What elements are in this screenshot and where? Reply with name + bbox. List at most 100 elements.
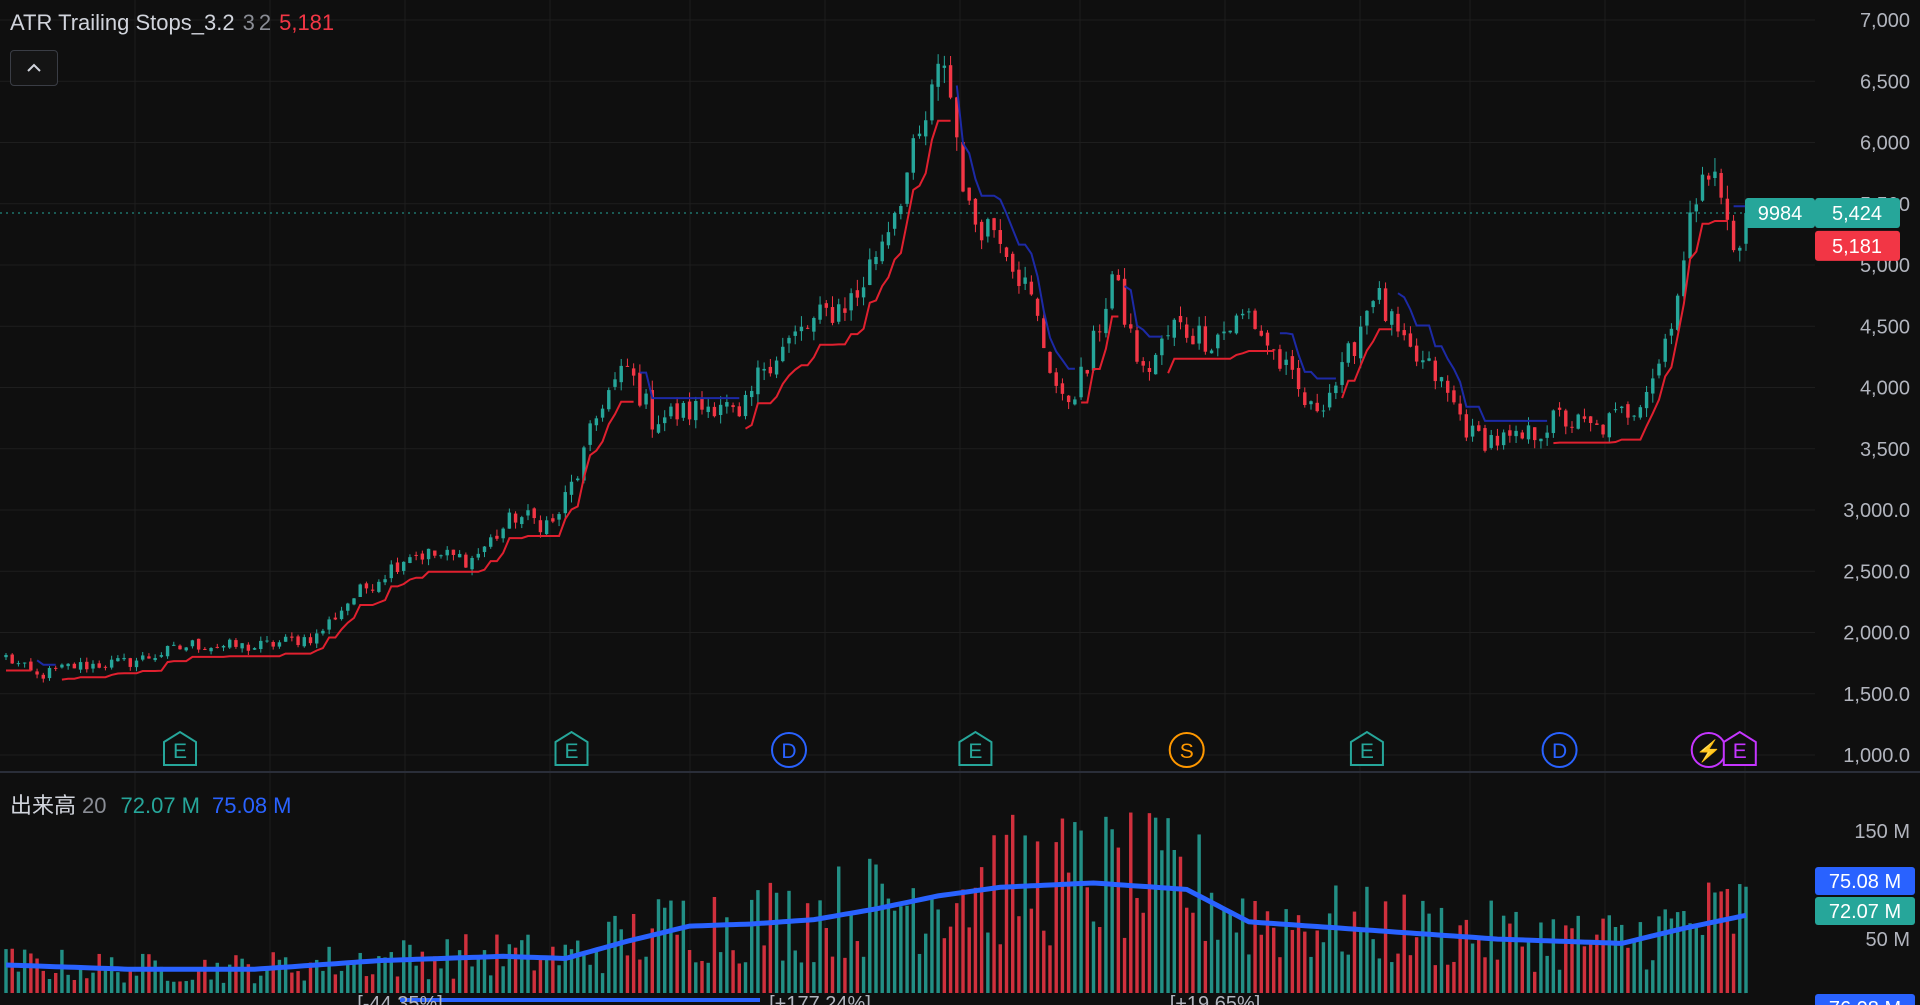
candle	[706, 397, 710, 418]
volume-bar	[1203, 940, 1208, 993]
volume-bar	[1719, 891, 1723, 993]
candle	[1334, 381, 1338, 400]
volume-bar	[1533, 971, 1537, 993]
candle	[731, 402, 735, 413]
price-tick-label: 7,000	[1860, 10, 1910, 32]
candle	[1539, 438, 1543, 449]
event-marker-E[interactable]: E	[958, 730, 993, 766]
candle	[116, 655, 120, 662]
candle	[234, 638, 238, 649]
volume-bar	[1011, 814, 1015, 993]
volume-bar	[1309, 956, 1313, 993]
volume-tick-label: 150 M	[1854, 821, 1910, 843]
volume-bar	[1495, 959, 1500, 993]
volume-bar	[1725, 888, 1730, 993]
price-tick-label: 4,500	[1860, 316, 1910, 338]
candle	[501, 527, 505, 543]
volume-bar	[638, 959, 642, 993]
event-marker-E[interactable]: E	[1722, 730, 1757, 766]
candle	[308, 633, 313, 646]
price-axis[interactable]: 7,0006,5006,0005,5005,0004,5004,0003,500…	[1843, 10, 1910, 767]
volume-bar	[383, 957, 387, 993]
volume-bar	[271, 952, 275, 993]
candle	[1470, 418, 1475, 442]
volume-bar	[917, 953, 922, 993]
candle	[1582, 408, 1587, 423]
candle	[1576, 413, 1580, 430]
candle	[16, 660, 21, 667]
event-marker-E[interactable]: E	[1349, 730, 1384, 766]
candle	[134, 657, 139, 672]
volume-bar	[1141, 912, 1145, 993]
candle	[1104, 298, 1108, 338]
volume-bar	[1247, 954, 1251, 993]
candle	[91, 660, 95, 673]
volume-bar	[750, 899, 754, 993]
svg-text:⚡: ⚡	[1696, 738, 1722, 764]
volume-bar	[725, 917, 729, 993]
candle	[128, 657, 132, 671]
svg-text:72.07 M: 72.07 M	[1829, 901, 1901, 923]
volume-legend[interactable]: 出来高 20 72.07 M 75.08 M	[10, 788, 300, 820]
volume-bar	[837, 866, 841, 993]
volume-bar	[302, 980, 306, 993]
event-marker-⚡[interactable]: ⚡	[1690, 732, 1727, 768]
volume-bar	[905, 905, 909, 993]
collapse-legend-button[interactable]	[10, 50, 58, 86]
candle	[513, 511, 518, 529]
indicator-legend[interactable]: ATR Trailing Stops_3.2 3 2 5,181	[10, 10, 342, 36]
volume-bar	[1526, 938, 1531, 993]
volume-bar	[495, 934, 499, 993]
volume-bar	[1738, 884, 1742, 993]
volume-bar	[1557, 969, 1562, 993]
event-markers[interactable]: E E D E S E D ⚡ E	[163, 730, 1757, 768]
candle	[66, 663, 70, 670]
indicator-name[interactable]: ATR Trailing Stops_3.2	[10, 10, 235, 35]
volume-bar	[563, 944, 567, 993]
candle	[1694, 198, 1698, 223]
event-marker-E[interactable]: E	[554, 730, 589, 766]
volume-bar	[165, 980, 170, 993]
volume-bar	[824, 927, 828, 993]
event-marker-D[interactable]: D	[1541, 732, 1578, 768]
candle	[190, 639, 195, 649]
volume-bar	[1334, 885, 1338, 993]
candle	[986, 217, 990, 243]
candle	[1116, 269, 1121, 281]
volume-bar	[203, 959, 207, 993]
volume-bar	[1185, 907, 1189, 993]
volume-bar	[1446, 964, 1450, 993]
volume-bar	[774, 892, 779, 993]
candle	[1035, 297, 1040, 322]
volume-bar	[830, 956, 835, 993]
event-marker-S[interactable]: S	[1168, 732, 1205, 768]
volume-bar	[1501, 915, 1506, 993]
candle	[768, 358, 773, 377]
candle	[1626, 401, 1630, 425]
volume-bar	[1191, 912, 1195, 993]
candle	[1427, 351, 1431, 362]
candle	[1122, 268, 1127, 328]
candle	[464, 552, 468, 568]
candle	[1129, 313, 1133, 333]
volume-label[interactable]: 出来高	[10, 793, 77, 818]
candle	[861, 276, 866, 306]
candle	[538, 515, 543, 538]
event-marker-E[interactable]: E	[163, 730, 197, 766]
range-label: [-44.35%]	[357, 993, 443, 1005]
volume-axis[interactable]: 150 M 50 M	[1854, 821, 1910, 951]
volume-bar	[1166, 818, 1170, 993]
candle	[1713, 158, 1717, 187]
volume-bar	[1632, 938, 1636, 993]
candle	[1147, 361, 1152, 381]
candle	[457, 550, 462, 558]
candle	[35, 668, 39, 679]
candle	[408, 554, 412, 564]
volume-bar	[1713, 892, 1717, 993]
candle	[41, 672, 45, 683]
volume-bar	[613, 915, 617, 993]
event-marker-D[interactable]: D	[771, 732, 807, 768]
volume-bar	[998, 944, 1002, 993]
volume-bar	[1508, 923, 1512, 993]
